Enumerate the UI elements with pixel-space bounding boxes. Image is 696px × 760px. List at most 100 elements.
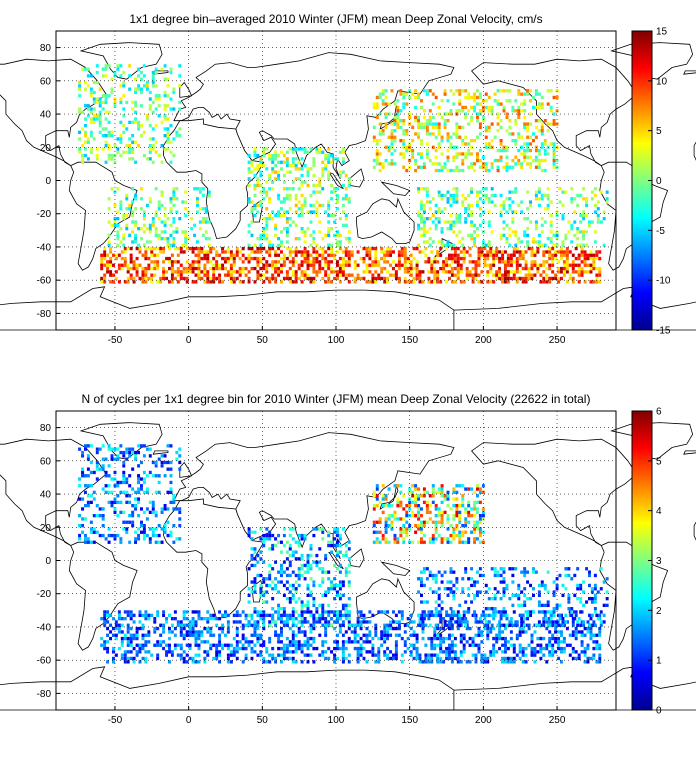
- data-cell: [498, 630, 502, 634]
- data-cell: [506, 273, 510, 277]
- data-cell: [378, 95, 382, 100]
- data-cell: [265, 250, 269, 254]
- data-cell: [156, 613, 160, 618]
- data-cell: [250, 200, 254, 204]
- data-cell: [95, 147, 99, 151]
- data-cell: [481, 109, 485, 113]
- data-cell: [449, 193, 453, 198]
- data-cell: [135, 650, 139, 654]
- data-cell: [306, 250, 310, 254]
- data-cell: [468, 636, 472, 641]
- data-cell: [514, 119, 518, 123]
- data-cell: [114, 253, 118, 257]
- data-cell: [89, 527, 93, 531]
- data-cell: [140, 207, 143, 211]
- data-cell: [303, 230, 307, 234]
- data-cell: [303, 563, 307, 568]
- data-cell: [473, 230, 477, 234]
- data-cell: [552, 142, 556, 146]
- data-cell: [341, 250, 345, 254]
- data-cell: [546, 129, 550, 133]
- data-cell: [420, 514, 423, 518]
- data-cell: [259, 183, 263, 188]
- data-cell: [390, 132, 394, 136]
- data-cell: [163, 530, 167, 534]
- data-cell: [131, 487, 135, 491]
- data-cell: [387, 162, 391, 166]
- data-cell: [148, 197, 152, 201]
- data-cell: [282, 620, 286, 624]
- data-cell: [291, 623, 295, 627]
- data-cell: [256, 273, 260, 277]
- data-cell: [142, 533, 146, 538]
- data-cell: [145, 490, 149, 495]
- data-cell: [188, 620, 192, 624]
- data-cell: [524, 660, 528, 664]
- data-cell: [247, 200, 251, 204]
- data-cell: [137, 144, 141, 148]
- data-cell: [250, 590, 254, 594]
- data-cell: [580, 643, 584, 647]
- data-cell: [443, 193, 447, 198]
- data-cell: [394, 646, 398, 651]
- data-cell: [545, 620, 549, 624]
- data-cell: [141, 656, 145, 661]
- data-cell: [166, 84, 170, 88]
- data-cell: [455, 510, 459, 515]
- data-cell: [418, 656, 422, 661]
- data-cell: [458, 92, 462, 96]
- data-cell: [374, 276, 378, 281]
- data-cell: [437, 487, 441, 491]
- data-cell: [221, 263, 225, 267]
- data-cell: [375, 497, 379, 501]
- data-cell: [414, 494, 418, 498]
- data-cell: [381, 494, 385, 498]
- data-cell: [151, 70, 155, 75]
- data-cell: [157, 474, 161, 478]
- data-cell: [542, 263, 546, 267]
- data-cell: [318, 613, 322, 618]
- data-cell: [562, 646, 566, 651]
- data-cell: [247, 183, 251, 188]
- data-cell: [142, 130, 146, 135]
- data-cell: [163, 107, 167, 111]
- data-cell: [95, 514, 99, 518]
- data-cell: [499, 148, 503, 153]
- data-cell: [381, 129, 385, 133]
- data-cell: [505, 165, 509, 169]
- data-cell: [226, 620, 230, 624]
- data-cell: [268, 197, 272, 201]
- data-cell: [582, 237, 586, 241]
- data-cell: [137, 124, 141, 128]
- data-cell: [179, 620, 183, 624]
- data-cell: [271, 187, 275, 191]
- data-cell: [477, 260, 481, 264]
- data-cell: [241, 253, 245, 257]
- data-cell: [196, 210, 199, 214]
- data-cell: [297, 200, 301, 204]
- data-cell: [589, 253, 593, 257]
- data-cell: [134, 193, 138, 198]
- data-cell: [100, 260, 104, 264]
- data-cell: [194, 620, 198, 624]
- data-cell: [113, 70, 117, 75]
- data-cell: [162, 623, 166, 627]
- data-cell: [324, 163, 328, 168]
- data-cell: [212, 256, 216, 261]
- data-cell: [110, 500, 114, 505]
- data-cell: [415, 266, 419, 271]
- data-cell: [459, 280, 463, 284]
- data-cell: [414, 497, 418, 501]
- data-cell: [450, 646, 454, 651]
- data-cell: [499, 210, 503, 214]
- data-cell: [247, 160, 251, 164]
- data-cell: [262, 237, 266, 241]
- data-cell: [107, 527, 111, 531]
- data-cell: [262, 197, 266, 201]
- data-cell: [468, 273, 472, 277]
- data-cell: [539, 643, 543, 647]
- data-cell: [134, 233, 138, 238]
- data-cell: [163, 454, 167, 458]
- data-cell: [428, 109, 432, 113]
- data-cell: [448, 656, 451, 661]
